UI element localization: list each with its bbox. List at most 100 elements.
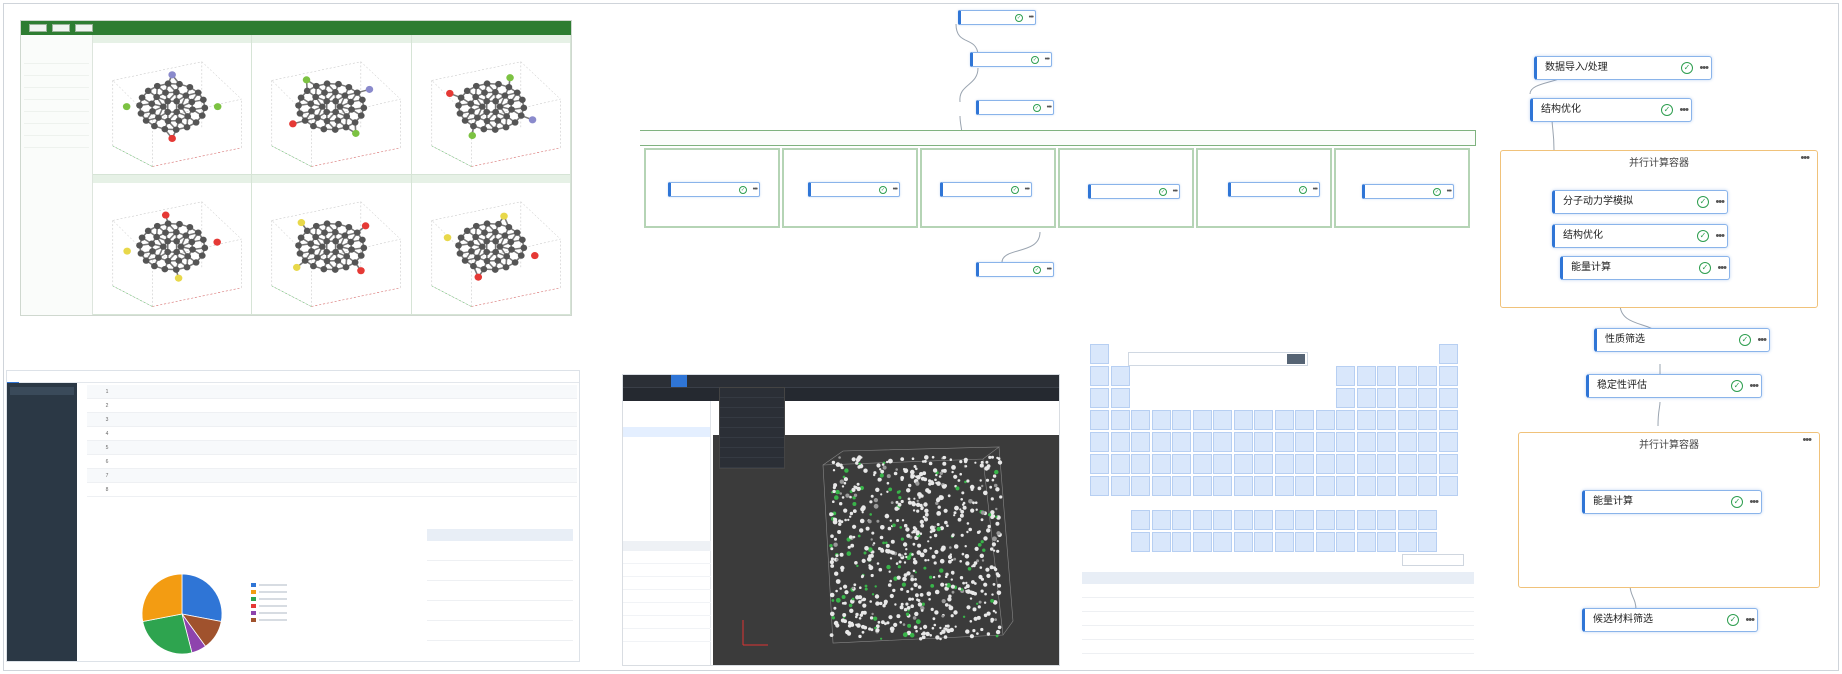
element-cell[interactable] (1356, 532, 1376, 552)
table-row[interactable]: 4 (87, 427, 577, 441)
element-cell[interactable] (1110, 432, 1130, 452)
molecule-3d-view[interactable] (252, 183, 410, 314)
molecule-3d-view[interactable] (412, 43, 570, 174)
element-cell[interactable] (1274, 432, 1294, 452)
element-cell[interactable] (1397, 510, 1417, 530)
table-row[interactable]: 3 (87, 413, 577, 427)
element-cell[interactable] (1131, 510, 1150, 530)
element-cell[interactable] (1192, 410, 1212, 430)
more-icon[interactable]: ••• (1046, 104, 1052, 111)
dropdown-item[interactable] (720, 408, 784, 418)
element-cell[interactable] (1213, 532, 1232, 552)
element-cell[interactable] (1295, 410, 1314, 430)
element-cell[interactable] (1438, 366, 1458, 386)
element-cell[interactable] (1192, 432, 1212, 452)
element-cell[interactable] (1397, 454, 1417, 474)
workflow-node[interactable]: ✓ ••• (1362, 184, 1454, 199)
table-row[interactable]: 2 (87, 399, 577, 413)
element-cell[interactable] (1377, 454, 1396, 474)
element-cell[interactable] (1438, 344, 1458, 364)
element-cell[interactable] (1172, 510, 1191, 530)
element-cell[interactable] (1110, 476, 1130, 496)
element-cell[interactable] (1336, 476, 1355, 496)
element-cell[interactable] (1397, 388, 1417, 408)
element-table-row[interactable] (1082, 598, 1474, 612)
element-cell[interactable] (1336, 510, 1355, 530)
element-cell[interactable] (1274, 410, 1294, 430)
toolbar-button-1[interactable] (29, 24, 47, 32)
workflow-node[interactable]: 结构优化 ✓ ••• (1552, 224, 1728, 248)
molecule-list-item[interactable] (24, 88, 89, 100)
molecule-3d-view[interactable] (93, 43, 251, 174)
element-cell[interactable] (1418, 432, 1437, 452)
element-cell[interactable] (1336, 432, 1355, 452)
element-cell[interactable] (1110, 410, 1130, 430)
element-cell[interactable] (1172, 476, 1191, 496)
element-cell[interactable] (1233, 476, 1253, 496)
tab-results[interactable] (7, 371, 19, 383)
element-cell[interactable] (1110, 366, 1130, 386)
element-cell[interactable] (1356, 432, 1376, 452)
element-cell[interactable] (1090, 344, 1109, 364)
element-cell[interactable] (1233, 432, 1253, 452)
more-icon[interactable]: ••• (1715, 196, 1725, 208)
element-cell[interactable] (1233, 532, 1253, 552)
tree-item[interactable] (623, 407, 710, 417)
element-cell[interactable] (1151, 410, 1171, 430)
element-cell[interactable] (1377, 432, 1396, 452)
element-cell[interactable] (1151, 454, 1171, 474)
more-icon[interactable]: ••• (1028, 14, 1034, 21)
workflow-node[interactable]: 结构优化 ✓ ••• (1530, 98, 1692, 122)
element-cell[interactable] (1315, 454, 1335, 474)
molecule-cell[interactable] (252, 35, 412, 175)
element-cell[interactable] (1336, 410, 1355, 430)
molecule-3d-view[interactable] (93, 183, 251, 314)
element-cell[interactable] (1397, 410, 1417, 430)
element-cell[interactable] (1418, 476, 1437, 496)
element-cell[interactable] (1192, 532, 1212, 552)
dropdown-item[interactable] (720, 418, 784, 428)
more-icon[interactable]: ••• (1446, 188, 1452, 195)
more-icon[interactable]: ••• (1024, 186, 1030, 193)
element-cell[interactable] (1233, 454, 1253, 474)
element-cell[interactable] (1336, 532, 1355, 552)
search-button[interactable] (1287, 354, 1305, 364)
more-icon[interactable]: ••• (1046, 266, 1052, 273)
dropdown-item[interactable] (720, 398, 784, 408)
workflow-node[interactable]: 能量计算 ✓ ••• (1582, 490, 1762, 514)
element-cell[interactable] (1438, 454, 1458, 474)
element-cell[interactable] (1418, 410, 1437, 430)
element-table-row[interactable] (1082, 584, 1474, 598)
element-table-row[interactable] (1082, 612, 1474, 626)
tab-details[interactable] (19, 371, 31, 383)
molecule-cell[interactable] (411, 175, 571, 315)
molecule-list-item[interactable] (24, 112, 89, 124)
element-cell[interactable] (1315, 476, 1335, 496)
more-icon[interactable]: ••• (1044, 56, 1050, 63)
element-cell[interactable] (1213, 476, 1232, 496)
more-icon[interactable]: ••• (1802, 434, 1812, 446)
molecule-list-item[interactable] (24, 124, 89, 136)
parallel-group-header[interactable] (640, 130, 1476, 146)
more-icon[interactable]: ••• (1679, 104, 1689, 116)
element-cell[interactable] (1295, 510, 1314, 530)
element-cell[interactable] (1315, 410, 1335, 430)
more-icon[interactable]: ••• (1699, 62, 1709, 74)
element-cell[interactable] (1151, 476, 1171, 496)
element-cell[interactable] (1110, 388, 1130, 408)
workflow-node[interactable]: ✓ ••• (1088, 184, 1180, 199)
element-cell[interactable] (1418, 388, 1437, 408)
table-row[interactable]: 7 (87, 469, 577, 483)
element-cell[interactable] (1438, 388, 1458, 408)
more-icon[interactable]: ••• (1745, 614, 1755, 626)
element-cell[interactable] (1090, 366, 1109, 386)
element-cell[interactable] (1356, 510, 1376, 530)
element-cell[interactable] (1090, 476, 1109, 496)
workflow-node[interactable]: ✓ ••• (668, 182, 760, 197)
element-cell[interactable] (1090, 388, 1109, 408)
element-cell[interactable] (1233, 510, 1253, 530)
menu-item[interactable] (623, 375, 639, 387)
pie-slice[interactable] (142, 613, 193, 655)
menu-item[interactable] (687, 375, 703, 387)
workflow-node[interactable]: ✓ ••• (940, 182, 1032, 197)
